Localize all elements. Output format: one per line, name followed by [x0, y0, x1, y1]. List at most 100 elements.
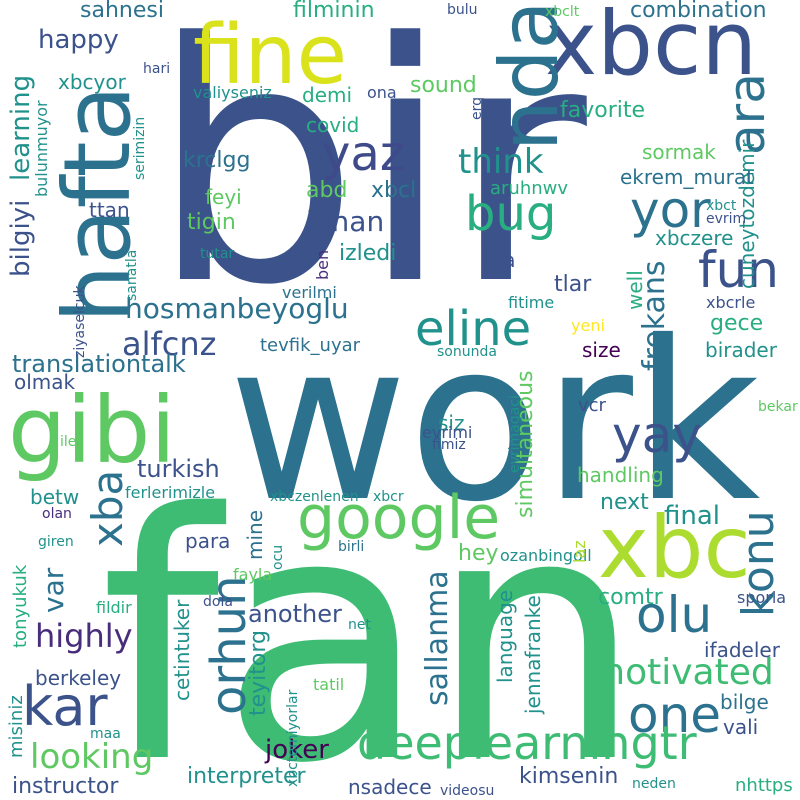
- cloud-word-videosu: videosu: [440, 783, 495, 799]
- cloud-word-xba: xba: [83, 469, 132, 547]
- cloud-word-bir: bir: [150, 0, 587, 357]
- cloud-word-xbcr: xbcr: [373, 489, 404, 505]
- cloud-word-ozanbingoll: ozanbingoll: [500, 546, 592, 565]
- cloud-word-tatil: tatil: [313, 675, 345, 694]
- cloud-word-mine: mine: [243, 509, 267, 560]
- cloud-word-sahnesi: sahnesi: [80, 0, 164, 23]
- cloud-word-krclgg: krclgg: [183, 148, 251, 173]
- cloud-word-yor: yor: [630, 181, 711, 239]
- cloud-word-ferlerimizle: ferlerimizle: [125, 483, 216, 502]
- cloud-word-fayla: fayla: [233, 565, 273, 584]
- cloud-word-birli: birli: [338, 539, 365, 555]
- cloud-word-serimizin: serimizin: [132, 116, 148, 180]
- cloud-word-happy: happy: [38, 25, 119, 55]
- cloud-word-evrim: evrim: [706, 211, 747, 227]
- cloud-word-xbctemiyorlar: xbctemiyorlar: [285, 689, 301, 787]
- cloud-word-think: think: [458, 142, 544, 182]
- cloud-word-yaz: yaz: [322, 126, 406, 182]
- cloud-word-nda: nda: [483, 0, 576, 151]
- cloud-word-tigin: tigin: [187, 210, 236, 235]
- cloud-word-tevfik-uyar: tevfik_uyar: [260, 335, 361, 356]
- cloud-word-ziyaselcuk: ziyaselcuk: [72, 285, 88, 358]
- cloud-word-evrimi: evrimi: [422, 423, 473, 442]
- cloud-word-fan: fan: [100, 442, 644, 800]
- cloud-word-laz: laz: [570, 540, 589, 563]
- cloud-word-fun: fun: [698, 241, 779, 299]
- cloud-word-sporla: sporla: [737, 588, 787, 607]
- cloud-word-olu: olu: [636, 586, 713, 644]
- cloud-word-gece: gece: [710, 311, 764, 336]
- cloud-word-bilgiyi: bilgiyi: [6, 199, 36, 277]
- cloud-word-tonyukuk: tonyukuk: [10, 564, 31, 648]
- cloud-word-cetintuker: cetintuker: [170, 599, 194, 701]
- cloud-word-instructor: instructor: [12, 774, 119, 799]
- cloud-word-neden: neden: [632, 776, 676, 792]
- cloud-word-bilge: bilge: [720, 690, 769, 714]
- cloud-word-vcr: vcr: [578, 395, 606, 416]
- cloud-word-hari: hari: [143, 61, 171, 77]
- cloud-word-looking: looking: [30, 737, 154, 777]
- cloud-word-kimsenin: kimsenin: [519, 764, 619, 789]
- cloud-word-deeplearningtr: deeplearningtr: [357, 716, 697, 770]
- cloud-word-xbcn: xbcn: [545, 0, 758, 95]
- cloud-word-tutar: tutar: [200, 246, 235, 262]
- cloud-word-teyitorg: teyitorg: [246, 629, 271, 716]
- cloud-word-language: language: [493, 589, 517, 683]
- cloud-word-sormak: sormak: [642, 140, 716, 164]
- cloud-word-hosmanbeyoglu: hosmanbeyoglu: [125, 292, 349, 325]
- cloud-word-filminin: filminin: [293, 0, 375, 23]
- cloud-word-joker: joker: [265, 735, 329, 765]
- cloud-word-sanatla: sanatla: [124, 249, 140, 301]
- cloud-word-ekrem-murat: ekrem_murat: [620, 165, 754, 189]
- cloud-word-evrimagaci: evrimagaci: [507, 395, 523, 473]
- cloud-word-kar: kar: [22, 675, 108, 738]
- cloud-word-erq: erq: [469, 96, 485, 120]
- cloud-word-fitime: fitime: [508, 293, 555, 312]
- cloud-word-fine: fine: [193, 8, 348, 103]
- cloud-word-yay: yay: [612, 406, 702, 464]
- cloud-word-olmak: olmak: [14, 370, 76, 394]
- cloud-word-another: another: [248, 600, 342, 628]
- cloud-word-motivated: motivated: [590, 652, 774, 693]
- cloud-word-izledi: izledi: [339, 241, 397, 266]
- cloud-word-size: size: [582, 338, 621, 362]
- cloud-word-combination: combination: [630, 0, 767, 23]
- cloud-word-bulunmuyor: bulunmuyor: [32, 100, 51, 197]
- cloud-word-var: var: [37, 567, 70, 613]
- cloud-word-turkish: turkish: [137, 455, 220, 483]
- cloud-word-sallanma: sallanma: [420, 570, 455, 706]
- cloud-word-binan: binan: [306, 205, 385, 238]
- cloud-word-bulu: bulu: [447, 2, 478, 18]
- cloud-word-berkeley: berkeley: [35, 666, 122, 690]
- cloud-word-valiyseniz: valiyseniz: [193, 83, 272, 102]
- cloud-word-verilmi: verilmi: [282, 283, 337, 302]
- cloud-word-misiniz: misiniz: [6, 695, 27, 758]
- cloud-word-fildir: fildir: [96, 598, 132, 617]
- cloud-word-one: one: [628, 686, 722, 744]
- cloud-word-work: work: [228, 294, 761, 550]
- cloud-word-xbcrle: xbcrle: [706, 293, 756, 312]
- cloud-word-eline: eline: [415, 301, 532, 357]
- cloud-word-bekar: bekar: [758, 399, 798, 415]
- cloud-word-ile: ile: [60, 434, 77, 450]
- cloud-word-bug: bug: [465, 186, 557, 242]
- cloud-word-google: google: [297, 483, 501, 553]
- cloud-word-xbcl: xbcl: [371, 178, 417, 203]
- cloud-word-ona: ona: [367, 83, 397, 102]
- cloud-word-olan: olan: [42, 506, 72, 522]
- cloud-word-gibi: gibi: [8, 377, 176, 484]
- cloud-word-lda: lda: [485, 248, 516, 272]
- cloud-word-nhttps: nhttps: [735, 775, 793, 796]
- cloud-word-maa: maa: [90, 726, 121, 742]
- cloud-word-well: well: [623, 270, 647, 310]
- cloud-word-xbc: xbc: [598, 498, 751, 598]
- cloud-word-aruhnwv: aruhnwv: [490, 178, 569, 199]
- cloud-word-xbczenlenen: xbczenlenen: [270, 489, 359, 505]
- cloud-word-alfcnz: alfcnz: [122, 325, 217, 363]
- cloud-word-covid: covid: [306, 113, 360, 137]
- cloud-word-ocu: ocu: [270, 544, 286, 570]
- cloud-word-siz: siz: [438, 411, 465, 435]
- cloud-word-abd: abd: [306, 178, 348, 203]
- cloud-word-comtr: comtr: [598, 585, 663, 610]
- cloud-word-hey: hey: [458, 541, 499, 566]
